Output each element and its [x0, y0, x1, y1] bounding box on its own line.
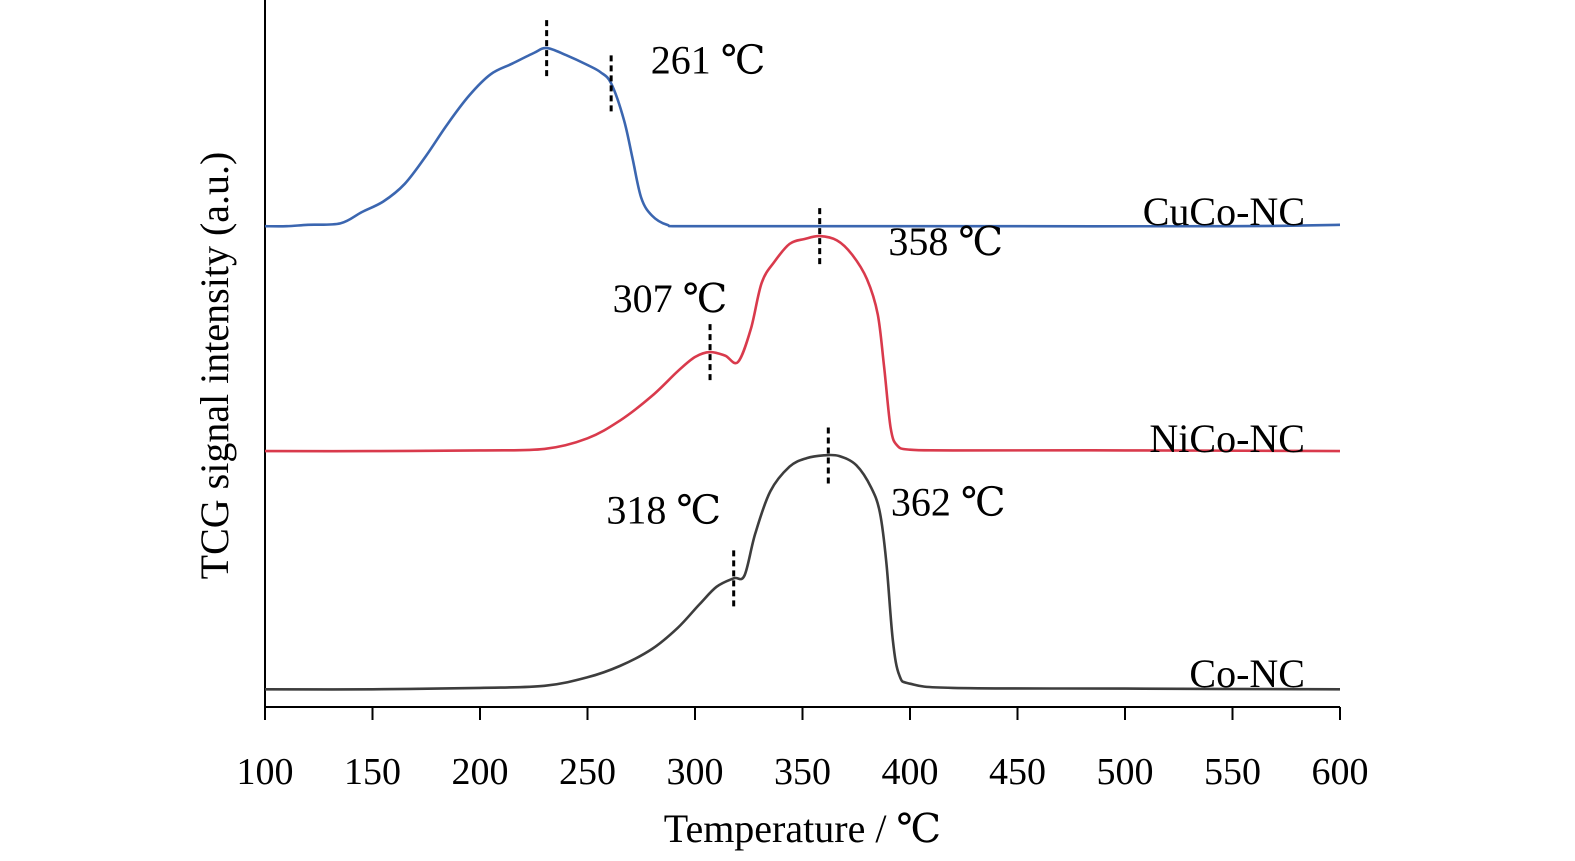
peak-label: 318 ℃: [606, 487, 721, 532]
x-tick-label: 400: [882, 751, 939, 793]
axes: 100 150 200 250 300 350 400 450 500 550 600: [237, 0, 1369, 793]
peak-label: 307 ℃: [613, 276, 728, 321]
peak-label: 362 ℃: [891, 480, 1006, 525]
curve-nico-nc: [264, 234, 1341, 453]
x-tick-label: 150: [344, 751, 401, 793]
x-tick-label: 550: [1204, 751, 1261, 793]
x-tick-label: 600: [1312, 751, 1369, 793]
peak-label: 358 ℃: [888, 219, 1003, 264]
curve-label-nico-nc: NiCo-NC: [1149, 416, 1305, 461]
x-tick-label: 450: [989, 751, 1046, 793]
curve-label-cuco-nc: CuCo-NC: [1143, 189, 1305, 234]
x-tick-label: 500: [1097, 751, 1154, 793]
curve-label-co-nc: Co-NC: [1189, 651, 1305, 696]
x-axis-title: Temperature / ℃: [664, 806, 941, 851]
x-tick-label: 350: [774, 751, 831, 793]
curves: CuCo-NC NiCo-NC Co-NC: [264, 46, 1341, 696]
x-tick-label: 300: [667, 751, 724, 793]
x-tick-label: 100: [237, 751, 294, 793]
curve-cuco-nc: [264, 46, 1341, 228]
x-tick-label: 250: [559, 751, 616, 793]
peak-label: 261 ℃: [651, 37, 766, 82]
curve-co-nc: [264, 453, 1341, 691]
x-tick-label: 200: [452, 751, 509, 793]
y-axis-title: TCG signal intensity (a.u.): [192, 152, 237, 580]
